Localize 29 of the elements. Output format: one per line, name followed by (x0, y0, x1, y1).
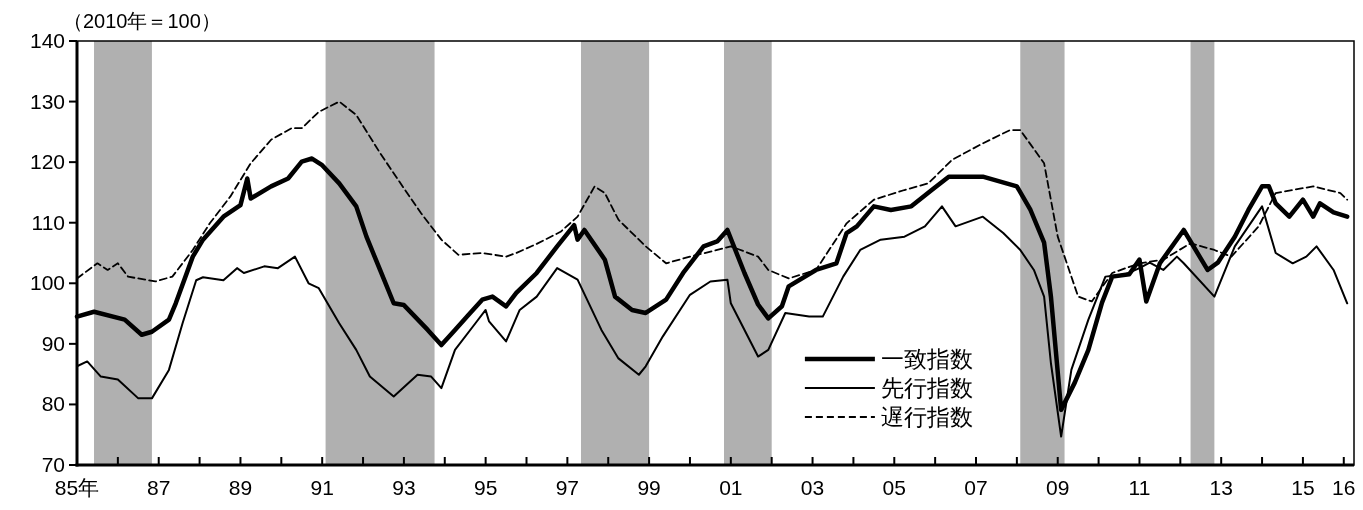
y-tick-label: 130 (29, 89, 65, 113)
x-tick-label: 03 (800, 476, 825, 499)
legend-label: 遅行指数 (880, 404, 973, 430)
y-tick-label: 90 (41, 331, 65, 355)
y-tick-label: 140 (29, 29, 65, 52)
y-tick-label: 70 (41, 453, 65, 476)
x-tick-label: 13 (1209, 476, 1233, 499)
y-tick-label: 120 (29, 150, 65, 174)
y-axis-title: （2010年＝100） (63, 10, 221, 32)
x-tick-label: 95 (473, 476, 498, 499)
x-tick-label: 91 (310, 476, 334, 499)
x-tick-label: 15 (1291, 476, 1315, 499)
x-tick-label: 07 (964, 476, 988, 499)
y-tick-label: 110 (31, 210, 65, 234)
legend-label: 一致指数 (880, 346, 973, 372)
legend-label: 先行指数 (880, 375, 973, 401)
x-tick-label: 85年 (54, 476, 100, 499)
x-tick-label: 93 (392, 476, 416, 499)
x-tick-label: 89 (228, 476, 253, 499)
x-tick-label: 09 (1046, 476, 1070, 499)
x-tick-label: 01 (719, 476, 743, 499)
y-tick-label: 100 (29, 271, 65, 295)
x-tick-label: 05 (882, 476, 906, 499)
x-tick-label: 97 (555, 476, 580, 499)
y-tick-label: 80 (41, 392, 65, 416)
x-tick-label: 16 (1332, 476, 1356, 499)
x-tick-label: 87 (147, 476, 171, 499)
x-tick-label: 11 (1128, 476, 1151, 499)
x-tick-label: 99 (637, 476, 661, 499)
